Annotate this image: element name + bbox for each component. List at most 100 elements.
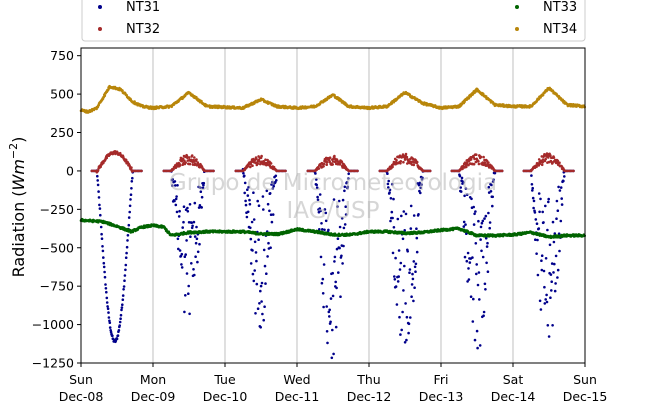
data-point-nt31 [191,224,194,228]
data-point-nt31 [190,221,193,224]
data-point-nt31 [180,266,184,269]
data-point-nt32 [338,163,342,166]
data-point-nt31 [325,305,329,308]
data-point-nt32 [193,162,197,165]
data-point-nt31 [258,302,261,305]
data-point-nt31 [535,222,539,225]
data-point-nt31 [405,315,409,319]
data-point-nt31 [396,217,400,221]
data-point-nt31 [118,320,122,324]
y-tick-label: −1000 [32,317,74,332]
data-point-nt32 [493,169,497,173]
data-point-nt31 [409,227,413,230]
data-point-nt31 [124,268,127,272]
data-point-nt31 [536,273,540,277]
data-point-nt31 [412,260,416,263]
data-point-nt31 [266,202,270,206]
data-point-nt31 [563,175,566,178]
data-point-nt32 [405,155,409,159]
data-point-nt31 [115,337,119,341]
data-point-nt31 [476,346,479,350]
data-point-nt32 [178,164,182,167]
data-point-nt31 [475,329,479,333]
data-point-nt31 [551,220,555,224]
data-point-nt31 [127,216,131,219]
data-point-nt31 [558,189,562,192]
data-point-nt31 [329,297,333,300]
data-point-nt31 [175,210,179,214]
series-nt34 [79,84,586,114]
legend: NT31 NT32 NT33 NT34 [81,0,586,42]
data-point-nt31 [197,206,201,209]
data-point-nt31 [244,203,248,207]
data-point-nt31 [399,261,403,265]
data-point-nt32 [537,158,541,161]
data-point-nt31 [415,227,418,230]
data-point-nt31 [177,215,181,218]
data-point-nt31 [414,270,417,274]
data-point-nt32 [483,161,487,164]
data-point-nt31 [489,190,493,193]
data-point-nt31 [315,186,319,189]
data-point-nt31 [176,184,179,187]
data-point-nt31 [408,268,412,271]
data-point-nt31 [320,222,323,225]
data-point-nt31 [543,302,547,305]
data-point-nt31 [472,223,476,226]
data-point-nt31 [488,221,492,224]
data-point-nt31 [492,178,495,181]
data-point-nt31 [394,256,397,260]
data-point-nt31 [271,187,275,190]
data-point-nt31 [121,298,125,302]
data-point-nt31 [99,213,102,217]
data-point-nt31 [100,237,104,240]
y-tick-label: 500 [50,87,74,102]
data-point-nt31 [343,189,346,193]
data-point-nt31 [540,268,544,272]
data-point-nt31 [318,193,322,196]
data-point-nt31 [480,221,484,225]
data-point-nt31 [491,195,495,199]
y-tick-label: −250 [40,202,74,217]
data-point-nt31 [192,268,195,271]
data-point-nt31 [119,317,122,321]
data-point-nt31 [126,239,129,242]
data-point-nt31 [558,249,561,253]
data-point-nt31 [107,311,110,314]
data-point-nt32 [249,162,253,166]
data-point-nt31 [331,294,335,298]
data-point-nt32 [551,161,554,164]
data-point-nt31 [560,197,563,200]
axes-frame [80,47,586,364]
data-point-nt31 [459,186,463,189]
data-point-nt31 [263,264,267,268]
legend-frame [81,0,586,42]
data-point-nt31 [332,352,335,356]
data-point-nt31 [123,279,126,283]
data-point-nt31 [198,242,201,246]
data-point-nt31 [102,265,106,269]
data-point-nt32 [196,161,200,164]
data-point-nt31 [104,283,107,286]
data-point-nt31 [538,210,541,214]
data-point-nt31 [389,219,392,223]
data-point-nt31 [401,310,404,314]
data-point-nt32 [473,157,476,161]
data-point-nt31 [263,305,266,309]
data-point-nt32 [402,160,405,164]
data-point-nt31 [460,176,464,180]
x-tick-date-label: Dec-09 [131,389,176,404]
data-point-nt31 [412,214,416,217]
y-tick-label: 750 [50,48,74,63]
data-point-nt32 [572,169,575,173]
data-point-nt31 [259,326,263,329]
data-point-nt31 [405,338,408,342]
data-point-nt31 [193,273,196,277]
data-point-nt31 [392,197,395,201]
data-point-nt31 [559,219,563,223]
data-point-nt31 [347,172,351,176]
legend-label-nt31: NT31 [126,0,160,15]
data-point-nt32 [537,164,541,167]
data-point-nt31 [98,207,102,210]
data-point-nt32 [540,163,544,167]
